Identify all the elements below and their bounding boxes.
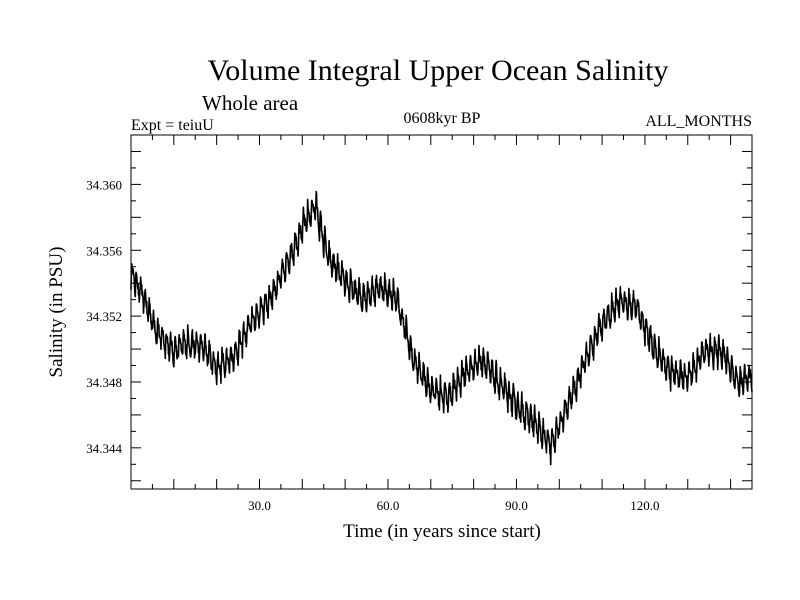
y-tick-label: 34.344 bbox=[86, 441, 122, 456]
plot-frame bbox=[130, 134, 753, 490]
axis-ticks bbox=[131, 134, 752, 489]
x-tick-label: 60.0 bbox=[377, 498, 400, 513]
chart-title: Volume Integral Upper Ocean Salinity bbox=[208, 54, 669, 87]
y-tick-label: 34.348 bbox=[86, 375, 122, 390]
period-label: 0608kyr BP bbox=[404, 110, 481, 127]
tick-labels: 30.0 60.0 90.0 120.0 34.344 34.348 34.352 34.35… bbox=[86, 177, 659, 513]
x-tick-label: 90.0 bbox=[505, 498, 528, 513]
y-tick-label: 34.356 bbox=[86, 243, 122, 258]
x-tick-label: 120.0 bbox=[630, 498, 659, 513]
chart-subtitle: Whole area bbox=[202, 91, 299, 115]
y-axis-label: Salinity (in PSU) bbox=[46, 247, 67, 378]
x-axis-label: Time (in years since start) bbox=[343, 521, 541, 542]
x-tick-label: 30.0 bbox=[248, 498, 271, 513]
y-tick-label: 34.360 bbox=[86, 177, 122, 192]
experiment-label: Expt = teiuU bbox=[131, 117, 214, 134]
salinity-series-line bbox=[130, 190, 753, 466]
months-label: ALL_MONTHS bbox=[645, 113, 752, 130]
y-tick-label: 34.352 bbox=[86, 309, 122, 324]
